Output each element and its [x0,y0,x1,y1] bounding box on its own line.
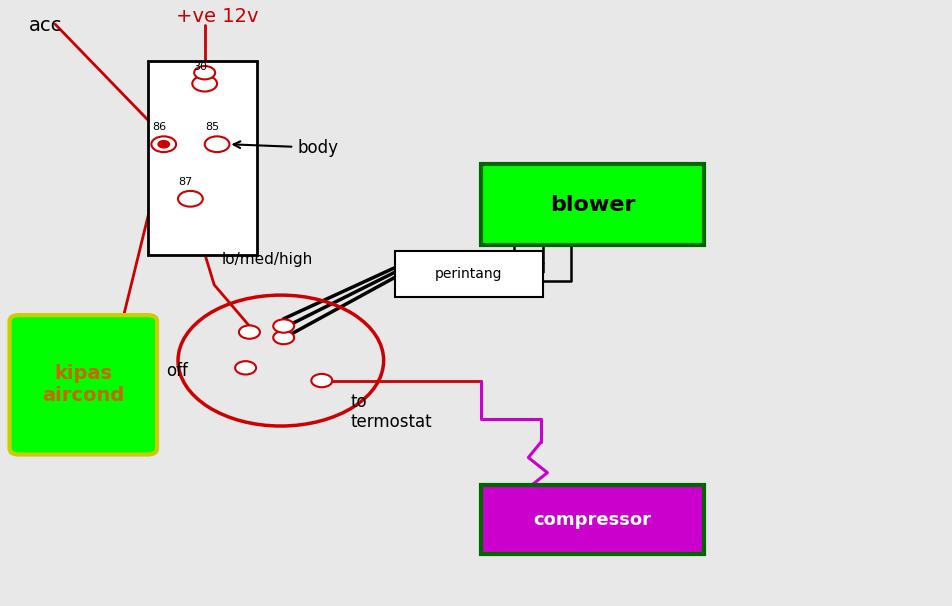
FancyBboxPatch shape [148,61,257,255]
Circle shape [192,76,217,92]
Text: off: off [167,362,188,380]
Text: 87: 87 [179,176,192,187]
Text: perintang: perintang [435,267,503,281]
FancyBboxPatch shape [10,315,157,454]
FancyBboxPatch shape [395,251,543,297]
Circle shape [205,136,229,152]
Text: kipas
aircond: kipas aircond [42,364,125,405]
Circle shape [151,136,176,152]
Circle shape [273,331,294,344]
Text: to
termostat: to termostat [350,393,432,431]
Text: 85: 85 [206,122,219,132]
Text: lo/med/high: lo/med/high [222,252,313,267]
Circle shape [239,325,260,339]
Text: +ve 12v: +ve 12v [176,7,259,27]
FancyBboxPatch shape [481,164,704,245]
Circle shape [194,66,215,79]
Text: 86: 86 [152,122,166,132]
Text: body: body [233,139,338,157]
Circle shape [178,191,203,207]
Text: 30: 30 [193,61,207,72]
FancyBboxPatch shape [481,485,704,554]
Circle shape [311,374,332,387]
Circle shape [235,361,256,375]
Text: blower: blower [550,195,635,215]
Circle shape [273,319,294,333]
Circle shape [158,141,169,148]
Text: compressor: compressor [534,511,651,528]
Text: acc: acc [29,16,62,35]
